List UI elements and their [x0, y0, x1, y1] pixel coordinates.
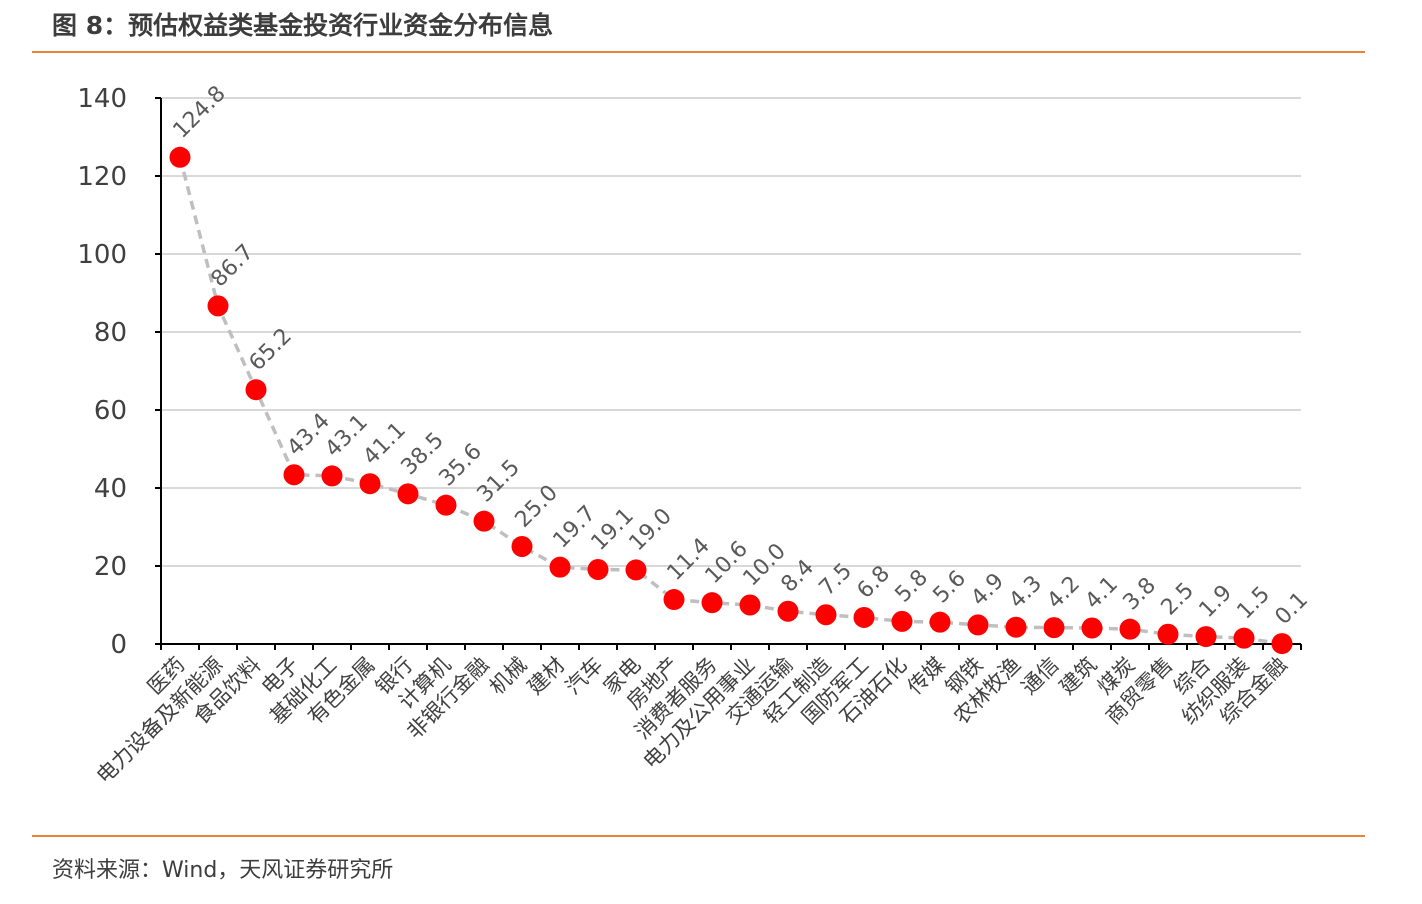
data-point	[587, 559, 609, 581]
x-tick-label: 汽车	[561, 653, 608, 700]
y-tick-label: 0	[110, 630, 127, 660]
data-point	[207, 295, 229, 317]
top-rule	[32, 51, 1365, 53]
data-labels: 124.886.765.243.443.141.138.535.631.525.…	[169, 81, 1313, 630]
data-point	[777, 600, 799, 622]
data-point	[1195, 626, 1217, 648]
gridlines	[161, 97, 1301, 567]
data-point	[1233, 627, 1255, 649]
y-tick-labels: 0 20 40 60 80 100 120 140	[77, 84, 127, 660]
figure-title: 图 8：预估权益类基金投资行业资金分布信息	[52, 11, 554, 40]
y-tick-label: 80	[94, 318, 127, 348]
data-point	[397, 483, 419, 505]
data-point	[549, 556, 571, 578]
source-note: 资料来源：Wind，天风证券研究所	[52, 858, 394, 883]
y-tick-label: 60	[94, 396, 127, 426]
bottom-rule	[32, 835, 1365, 837]
data-label: 2.5	[1157, 578, 1199, 620]
data-label: 3.8	[1119, 573, 1161, 615]
data-point	[853, 606, 875, 628]
x-tick-labels: 医药电力设备及新能源食品饮料电子基础化工有色金属银行计算机非银行金融机械建材汽车…	[92, 653, 1292, 789]
data-label: 4.1	[1081, 572, 1123, 614]
data-points	[169, 146, 1293, 655]
data-label: 4.9	[967, 569, 1009, 611]
data-label: 124.8	[169, 81, 231, 143]
data-point	[739, 594, 761, 616]
data-label: 1.5	[1233, 582, 1275, 624]
data-label: 4.3	[1005, 571, 1047, 613]
data-point	[967, 614, 989, 636]
x-tick-label: 建材	[523, 653, 570, 700]
x-tick-label: 机械	[485, 653, 532, 700]
data-label: 0.1	[1271, 587, 1313, 629]
data-point	[435, 494, 457, 516]
data-point	[1005, 616, 1027, 638]
data-label: 86.7	[207, 240, 259, 292]
data-point	[1157, 623, 1179, 645]
data-point	[169, 146, 191, 168]
data-point	[663, 589, 685, 611]
x-tick-label: 建筑	[1055, 653, 1102, 700]
axes	[155, 97, 1302, 650]
x-tick-label: 通信	[1017, 653, 1064, 700]
data-point	[929, 611, 951, 633]
data-label: 1.9	[1195, 580, 1237, 622]
data-point	[1271, 633, 1293, 655]
data-label: 5.6	[929, 566, 971, 608]
data-point	[1043, 617, 1065, 639]
data-point	[1081, 617, 1103, 639]
y-tick-label: 140	[77, 84, 127, 114]
y-tick-label: 100	[77, 240, 127, 270]
x-tick-label: 传媒	[903, 653, 950, 700]
y-tick-label: 40	[94, 474, 127, 504]
data-point	[511, 536, 533, 557]
y-tick-label: 20	[94, 552, 127, 582]
data-point	[473, 510, 495, 532]
data-point	[815, 604, 837, 626]
data-label: 5.8	[891, 565, 933, 607]
data-point	[701, 592, 723, 614]
data-label: 43.4	[283, 409, 335, 461]
data-label: 19.1	[587, 503, 639, 555]
data-point	[283, 464, 305, 486]
data-point	[1119, 618, 1141, 640]
data-point	[321, 465, 343, 487]
data-point	[359, 473, 381, 495]
data-label: 19.0	[625, 504, 677, 556]
data-label: 4.2	[1043, 571, 1085, 613]
data-point	[891, 610, 913, 632]
data-point	[625, 559, 647, 581]
data-label: 6.8	[853, 561, 895, 603]
data-point	[245, 379, 267, 401]
data-label: 7.5	[815, 559, 857, 601]
y-tick-label: 120	[77, 162, 127, 192]
